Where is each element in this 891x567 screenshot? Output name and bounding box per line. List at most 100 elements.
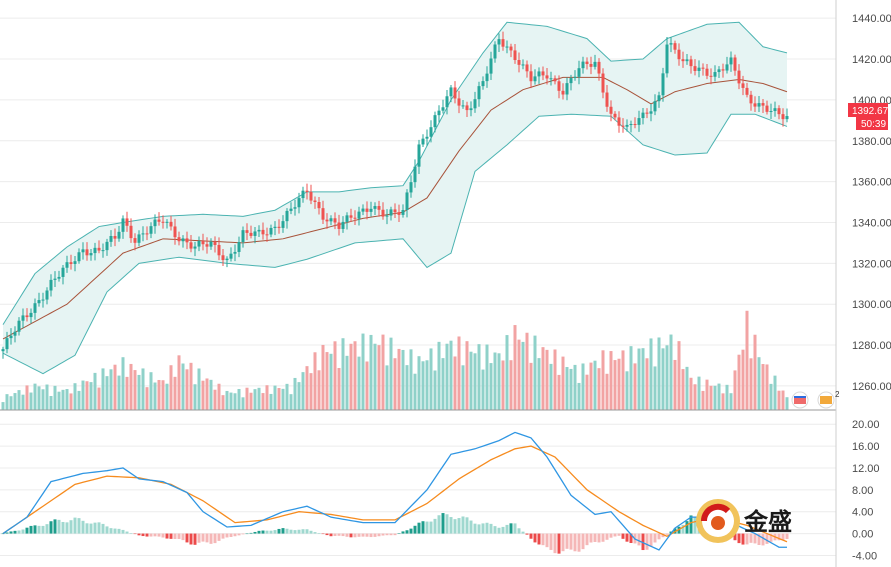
candle-body [197, 240, 201, 247]
candle-body [41, 299, 45, 301]
candle-body [485, 73, 489, 82]
histogram-bar [89, 523, 93, 534]
candle-body [393, 209, 397, 213]
histogram-bar [741, 533, 745, 545]
candle-body [421, 138, 425, 145]
volume-bar [505, 335, 509, 410]
watermark-logo: 金盛 [696, 499, 792, 543]
volume-bar [361, 333, 365, 410]
volume-bar [653, 366, 657, 410]
volume-bar [705, 379, 709, 410]
histogram-bar [517, 528, 521, 534]
volume-bar [105, 376, 109, 410]
volume-bar [693, 384, 697, 410]
volume-bar [185, 369, 189, 410]
candle-body [317, 202, 321, 209]
candle-body [661, 73, 665, 96]
volume-bar [61, 389, 65, 410]
oscillator-axis[interactable]: 20.00 16.00 12.00 8.00 4.00 0.00 -4.00 [852, 419, 880, 562]
histogram-bar [17, 530, 21, 534]
candle-body [533, 76, 537, 82]
volume-bar [397, 348, 401, 410]
histogram-bar [665, 533, 669, 535]
candle-body [369, 208, 373, 212]
volume-bar [325, 352, 329, 410]
histogram-bar [21, 529, 25, 534]
candle-body [453, 87, 457, 99]
candle-body [121, 218, 125, 232]
histogram-bar [637, 533, 641, 546]
candle-body [125, 218, 129, 226]
histogram-bar [249, 532, 253, 534]
volume-bar [73, 383, 77, 410]
histogram-bar [237, 533, 241, 536]
volume-bar [685, 366, 689, 410]
volume-bar [201, 380, 205, 410]
volume-bar [717, 383, 721, 410]
macd-line [2, 431, 787, 551]
candle-body [613, 113, 617, 118]
volume-bar [333, 341, 337, 410]
histogram-bar [737, 533, 741, 544]
volume-bar [569, 368, 573, 410]
candle-body [33, 303, 37, 313]
histogram-bar [509, 523, 513, 534]
candle-body [669, 43, 673, 45]
volume-bar [209, 379, 213, 410]
candle-body [353, 217, 357, 219]
candle-body [157, 219, 161, 222]
volume-bar [113, 364, 117, 410]
candle-body [733, 57, 737, 71]
histogram-bar [389, 533, 393, 536]
volume-bar [745, 310, 749, 410]
volume-bar [213, 389, 217, 410]
candle-body [301, 190, 305, 199]
histogram-bar [413, 525, 417, 534]
volume-bar [613, 360, 617, 410]
candle-body [741, 83, 745, 88]
volume-bar [513, 325, 517, 410]
candle-body [357, 211, 361, 219]
candle-body [153, 219, 157, 227]
candle-body [293, 207, 297, 209]
histogram-bar [401, 531, 405, 534]
last-price-badge [848, 103, 888, 117]
histogram-bar [685, 521, 689, 534]
price-axis[interactable]: 1440.001420.001400.001380.001360.001340.… [852, 13, 891, 393]
calendar-event-icon[interactable] [791, 391, 809, 409]
oscillator-tick-label: 8.00 [852, 485, 873, 497]
candle-body [281, 221, 285, 228]
candle-body [509, 46, 513, 51]
volume-bar [1, 402, 5, 410]
histogram-bar [213, 533, 217, 544]
candle-body [493, 44, 497, 59]
histogram-bar [105, 526, 109, 534]
histogram-bar [341, 533, 345, 537]
volume-bar [489, 363, 493, 410]
histogram-bar [573, 533, 577, 552]
histogram-bar [757, 533, 761, 545]
volume-bar [605, 373, 609, 410]
histogram-bar [137, 533, 141, 536]
histogram-bar [217, 533, 221, 541]
histogram-bar [461, 516, 465, 534]
currency-event-icon[interactable]: 2 [817, 390, 840, 409]
volume-bar [609, 351, 613, 410]
volume-bar [537, 358, 541, 410]
volume-bar [369, 334, 373, 410]
histogram-bar [33, 525, 37, 534]
volume-bar [429, 348, 433, 410]
histogram-bar [549, 533, 553, 550]
candle-body [549, 78, 553, 80]
histogram-bar [185, 533, 189, 543]
volume-bar [289, 394, 293, 410]
volume-bar [497, 353, 501, 410]
histogram-bar [13, 530, 17, 534]
histogram-bar [337, 533, 341, 536]
volume-bar [625, 371, 629, 410]
histogram-bar [97, 522, 101, 534]
volume-bar [517, 339, 521, 410]
candle-body [89, 253, 93, 256]
volume-bar [577, 382, 581, 410]
